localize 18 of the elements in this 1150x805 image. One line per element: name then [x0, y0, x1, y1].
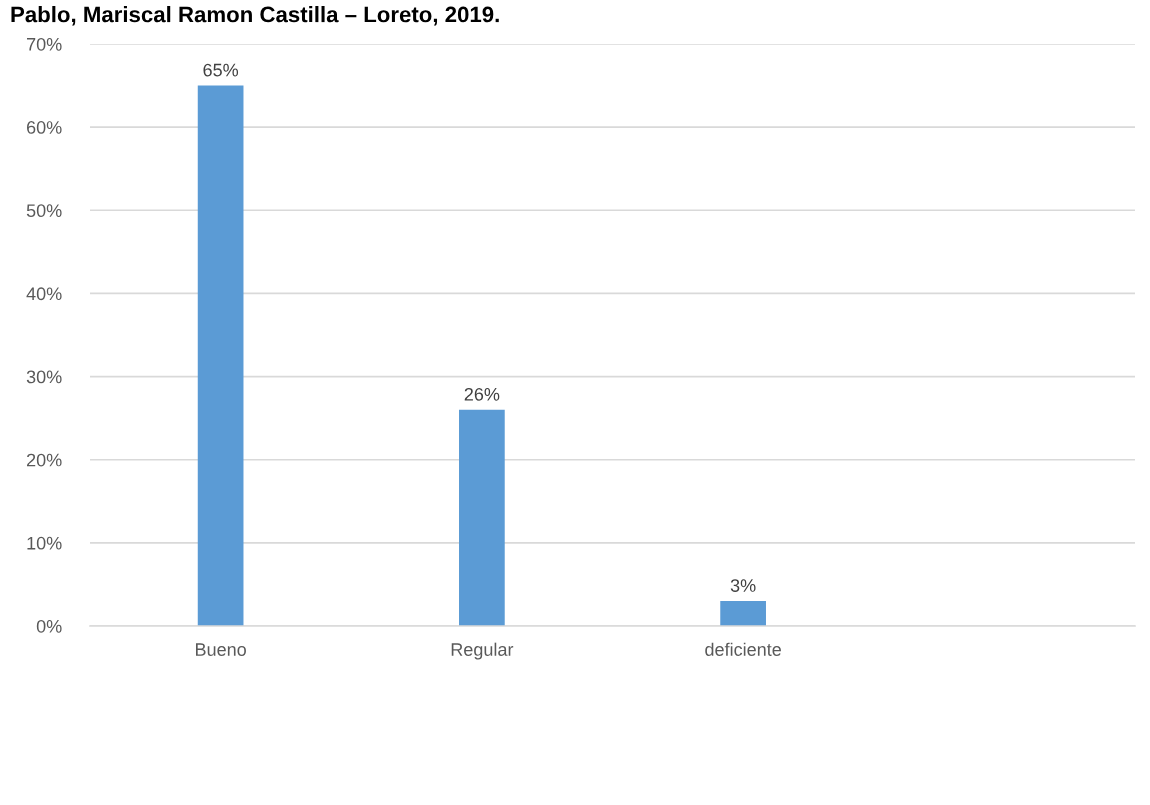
y-tick-label: 50%	[26, 204, 62, 218]
chart-title: Pablo, Mariscal Ramon Castilla – Loreto, 2019.	[11, 6, 499, 26]
bar	[459, 409, 505, 626]
data-label: 3%	[730, 579, 756, 592]
x-tick-label: deficiente	[705, 642, 781, 656]
data-label: 65%	[203, 63, 239, 77]
bar	[720, 601, 766, 626]
x-tick-label: Bueno	[196, 643, 246, 656]
y-tick-label: 0%	[36, 619, 62, 633]
y-tick-label: 20%	[26, 453, 62, 467]
bar	[197, 85, 244, 626]
y-tick-label: 40%	[26, 287, 62, 301]
y-tick-label: 70%	[27, 37, 62, 51]
y-tick-label: 30%	[26, 370, 62, 384]
x-tick-label: Regular	[451, 642, 514, 660]
y-tick-label: 10%	[27, 536, 62, 550]
data-label: 26%	[464, 387, 500, 401]
y-tick-label: 60%	[27, 121, 62, 134]
